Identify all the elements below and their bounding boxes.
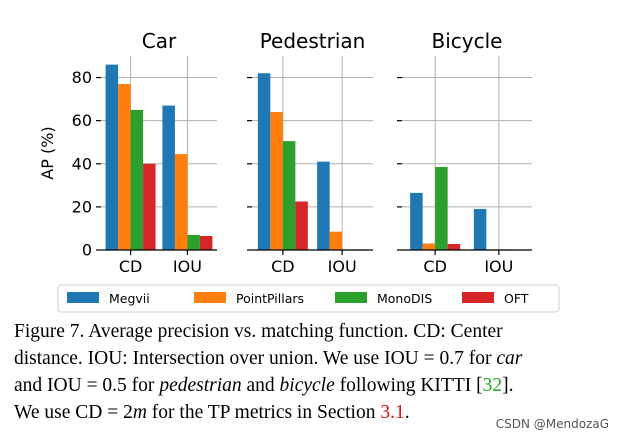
bar xyxy=(282,141,296,250)
figure-caption: Figure 7. Average precision vs. matching… xyxy=(14,318,614,426)
y-tick-label: 80 xyxy=(72,68,92,87)
caption-italic-pedestrian: pedestrian xyxy=(159,375,242,396)
legend-swatch xyxy=(335,292,367,303)
bar xyxy=(257,73,271,250)
x-tick-label: IOU xyxy=(328,257,357,276)
legend-box xyxy=(57,284,560,313)
caption-text: and xyxy=(241,375,280,396)
x-tick-label: CD xyxy=(423,257,447,276)
watermark: CSDN @MendozaG xyxy=(495,417,609,431)
bar xyxy=(447,243,461,250)
bar xyxy=(105,64,119,250)
caption-text: ]. xyxy=(502,375,514,396)
legend-label: OFT xyxy=(504,291,529,306)
ap-bar-chart: CD IOU Car 0 20 40 60 80 CD IOU Pedestrian CD IOU Bic… xyxy=(38,29,560,313)
legend-swatch xyxy=(462,292,494,303)
caption-italic-m: m xyxy=(132,402,147,423)
y-tick-label: 20 xyxy=(72,197,92,216)
caption-text: following KITTI [ xyxy=(334,375,483,396)
y-tick-label: 40 xyxy=(72,154,92,173)
x-tick-label: CD xyxy=(271,257,295,276)
bar xyxy=(174,154,188,250)
caption-italic-car: car xyxy=(496,348,523,369)
panel-title: Car xyxy=(142,29,177,53)
caption-line-4: We use CD = 2m for the TP metrics in Sec… xyxy=(14,399,614,426)
caption-line-3: and IOU = 0.5 for pedestrian and bicycle… xyxy=(14,372,614,399)
legend-swatch xyxy=(67,292,99,303)
caption-line-2: distance. IOU: Intersection over union. … xyxy=(14,345,614,372)
legend-label: Megvii xyxy=(109,291,150,306)
legend-label: MonoDIS xyxy=(377,291,432,306)
bar xyxy=(473,209,487,250)
y-tick-label: 60 xyxy=(72,111,92,130)
bar xyxy=(130,109,144,250)
citation-link[interactable]: 32 xyxy=(482,375,503,396)
caption-text: distance. IOU: Intersection over union. … xyxy=(14,348,497,369)
caption-text: and IOU = 0.5 for xyxy=(14,375,160,396)
bar xyxy=(422,243,436,250)
y-tick-label: 0 xyxy=(82,241,92,260)
bar xyxy=(118,84,131,251)
bar xyxy=(435,167,448,250)
section-link[interactable]: 3.1 xyxy=(380,402,405,423)
panel-title: Pedestrian xyxy=(260,29,366,53)
x-tick-label: IOU xyxy=(173,257,202,276)
bar xyxy=(270,112,283,251)
caption-italic-bicycle: bicycle xyxy=(279,375,335,396)
x-tick-label: CD xyxy=(119,257,143,276)
caption-text: . xyxy=(404,402,410,423)
caption-text: for the TP metrics in Section xyxy=(146,402,381,423)
bar xyxy=(199,235,213,250)
bar xyxy=(162,105,175,250)
x-tick-label: IOU xyxy=(484,257,513,276)
bar xyxy=(187,234,200,250)
bar xyxy=(143,163,156,250)
bar xyxy=(295,201,308,250)
bar xyxy=(410,192,423,250)
caption-text: We use CD = 2 xyxy=(14,402,133,423)
bar xyxy=(329,231,343,250)
bar xyxy=(317,161,330,250)
legend-label: PointPillars xyxy=(236,291,304,306)
y-axis-label: AP (%) xyxy=(38,126,57,179)
caption-line-1: Figure 7. Average precision vs. matching… xyxy=(14,321,503,342)
legend-swatch xyxy=(194,292,226,303)
panel-title: Bicycle xyxy=(432,29,503,53)
